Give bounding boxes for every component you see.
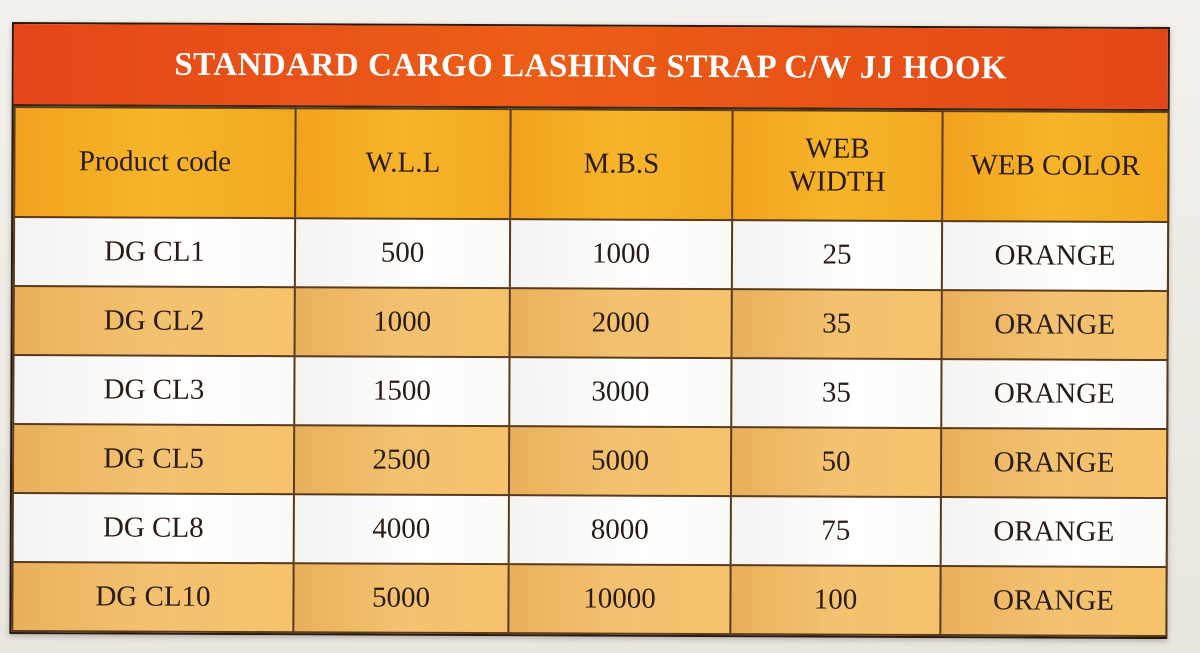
cell-web-width: 35 [731,358,942,429]
cell-product-code: DG CL2 [13,286,295,357]
cell-wll: 500 [294,218,511,289]
cell-mbs: 2000 [509,288,732,359]
cell-product-code: DG CL8 [12,493,294,564]
header-label: WEB [805,132,870,165]
spec-table: Product code W.L.L M.B.S WEB WIDTH WEB C… [11,106,1169,637]
header-web-color: WEB COLOR [942,111,1169,223]
cell-web-color: ORANGE [941,221,1169,292]
table-row: DG CL2 1000 2000 35 ORANGE [13,286,1168,361]
cell-mbs: 8000 [508,495,731,566]
cell-mbs: 3000 [509,357,732,428]
cell-product-code: DG CL5 [12,424,295,495]
header-wll: W.L.L [295,108,511,220]
cell-web-color: ORANGE [941,290,1168,361]
cell-wll: 4000 [293,494,509,565]
cell-web-color: ORANGE [940,497,1167,568]
table-row: DG CL8 4000 8000 75 ORANGE [12,493,1167,568]
spec-table-card: STANDARD CARGO LASHING STRAP C/W JJ HOOK… [9,22,1170,640]
header-label: W.L.L [365,146,441,180]
cell-web-width: 100 [730,565,941,636]
cell-web-color: ORANGE [941,359,1168,430]
title-bar: STANDARD CARGO LASHING STRAP C/W JJ HOOK [13,24,1168,112]
cell-product-code: DG CL10 [12,562,294,633]
header-label: Product code [78,145,232,179]
cell-product-code: DG CL1 [13,217,296,288]
header-mbs: M.B.S [510,109,733,221]
table-row: DG CL3 1500 3000 35 ORANGE [13,355,1168,430]
table-row: DG CL10 5000 10000 100 ORANGE [12,562,1167,637]
cell-web-color: ORANGE [940,428,1168,499]
cell-web-width: 75 [730,496,941,567]
cell-wll: 5000 [293,563,509,634]
header-label: M.B.S [583,147,660,181]
cell-web-width: 35 [731,289,942,360]
cell-web-color: ORANGE [940,566,1167,637]
table-title: STANDARD CARGO LASHING STRAP C/W JJ HOOK [174,46,1008,86]
cell-mbs: 10000 [508,564,731,635]
table-row: DG CL5 2500 5000 50 ORANGE [12,424,1168,499]
cell-product-code: DG CL3 [13,355,295,426]
header-row: Product code W.L.L M.B.S WEB WIDTH WEB C… [14,107,1169,223]
header-label: WIDTH [788,165,886,198]
header-product-code: Product code [14,107,296,219]
cell-wll: 2500 [293,425,510,496]
cell-wll: 1500 [294,356,510,427]
header-web-width: WEB WIDTH [732,110,943,222]
cell-web-width: 25 [731,220,943,291]
table-row: DG CL1 500 1000 25 ORANGE [13,217,1169,292]
header-label: WEB COLOR [970,149,1141,183]
cell-mbs: 1000 [509,219,733,290]
cell-web-width: 50 [730,427,942,498]
cell-wll: 1000 [294,287,510,358]
cell-mbs: 5000 [508,426,732,497]
